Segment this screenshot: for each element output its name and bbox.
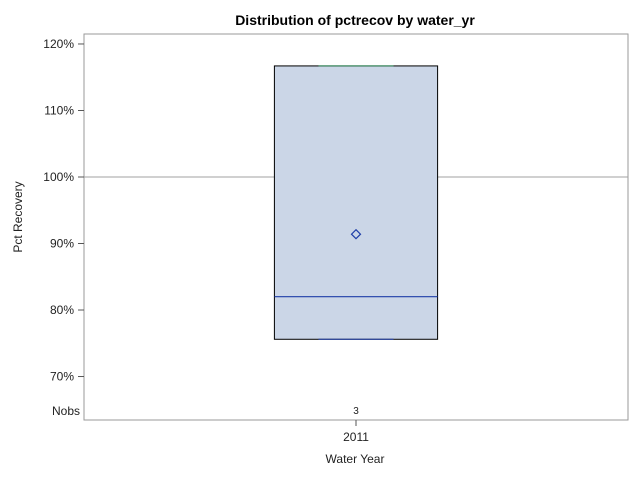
y-tick-label: 120% xyxy=(43,37,74,51)
nobs-label: Nobs xyxy=(52,404,80,418)
y-axis-label: Pct Recovery xyxy=(11,181,25,252)
nobs-value: 3 xyxy=(353,406,359,417)
y-axis: 70% 80% 90% 100% 110% 120% xyxy=(43,37,84,384)
x-tick-label: 2011 xyxy=(343,430,369,444)
chart-title: Distribution of pctrecov by water_yr xyxy=(235,12,475,28)
y-tick-label: 100% xyxy=(43,170,74,184)
box-iqr xyxy=(273,65,439,340)
y-tick-label: 110% xyxy=(44,103,74,117)
y-tick-label: 90% xyxy=(50,237,74,251)
mean-marker xyxy=(350,228,362,240)
box-group: 3 xyxy=(273,65,439,417)
x-axis: 2011 xyxy=(343,420,369,444)
y-tick-label: 80% xyxy=(50,303,74,317)
y-tick-label: 70% xyxy=(50,370,74,384)
x-axis-label: Water Year xyxy=(326,452,385,466)
